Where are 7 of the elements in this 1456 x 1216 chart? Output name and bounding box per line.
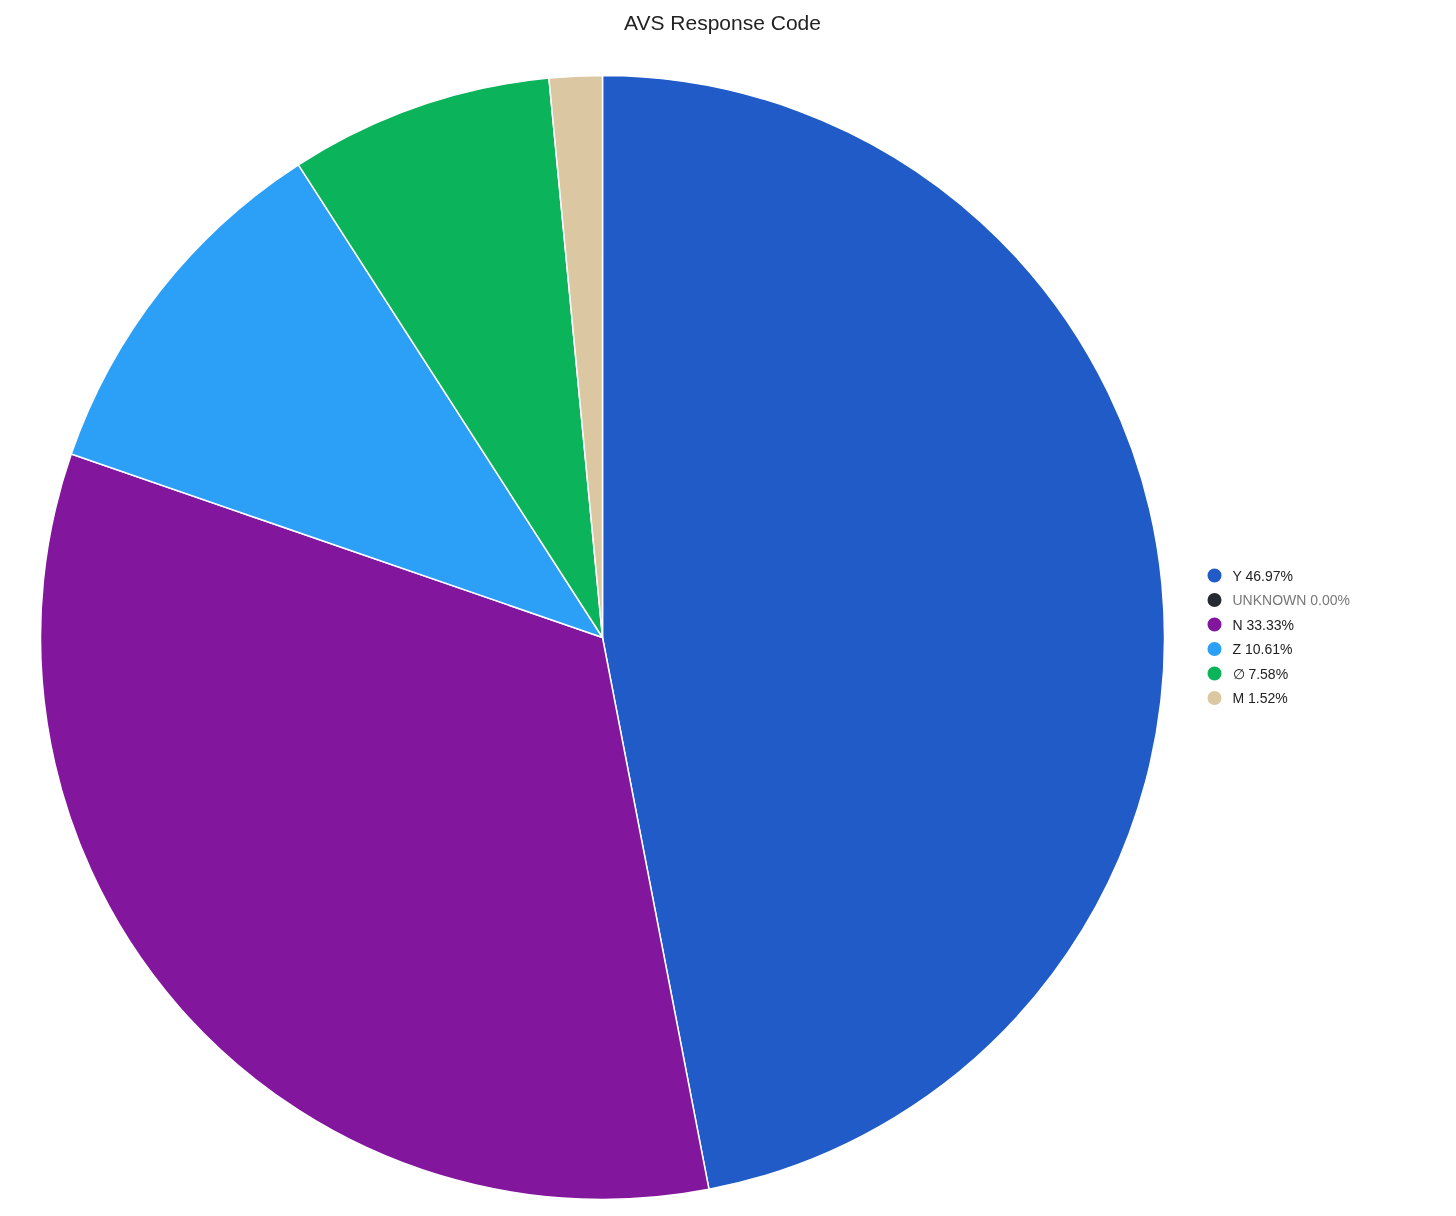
chart-title: AVS Response Code <box>624 11 821 34</box>
legend-label: M 1.52% <box>1232 690 1288 706</box>
legend-label: N 33.33% <box>1232 616 1294 633</box>
legend-label: Y 46.97% <box>1232 567 1293 584</box>
legend-label: Z 10.61% <box>1232 641 1293 657</box>
legend-label: UNKNOWN 0.00% <box>1232 592 1350 608</box>
legend-label: ∅ 7.58% <box>1232 665 1289 682</box>
